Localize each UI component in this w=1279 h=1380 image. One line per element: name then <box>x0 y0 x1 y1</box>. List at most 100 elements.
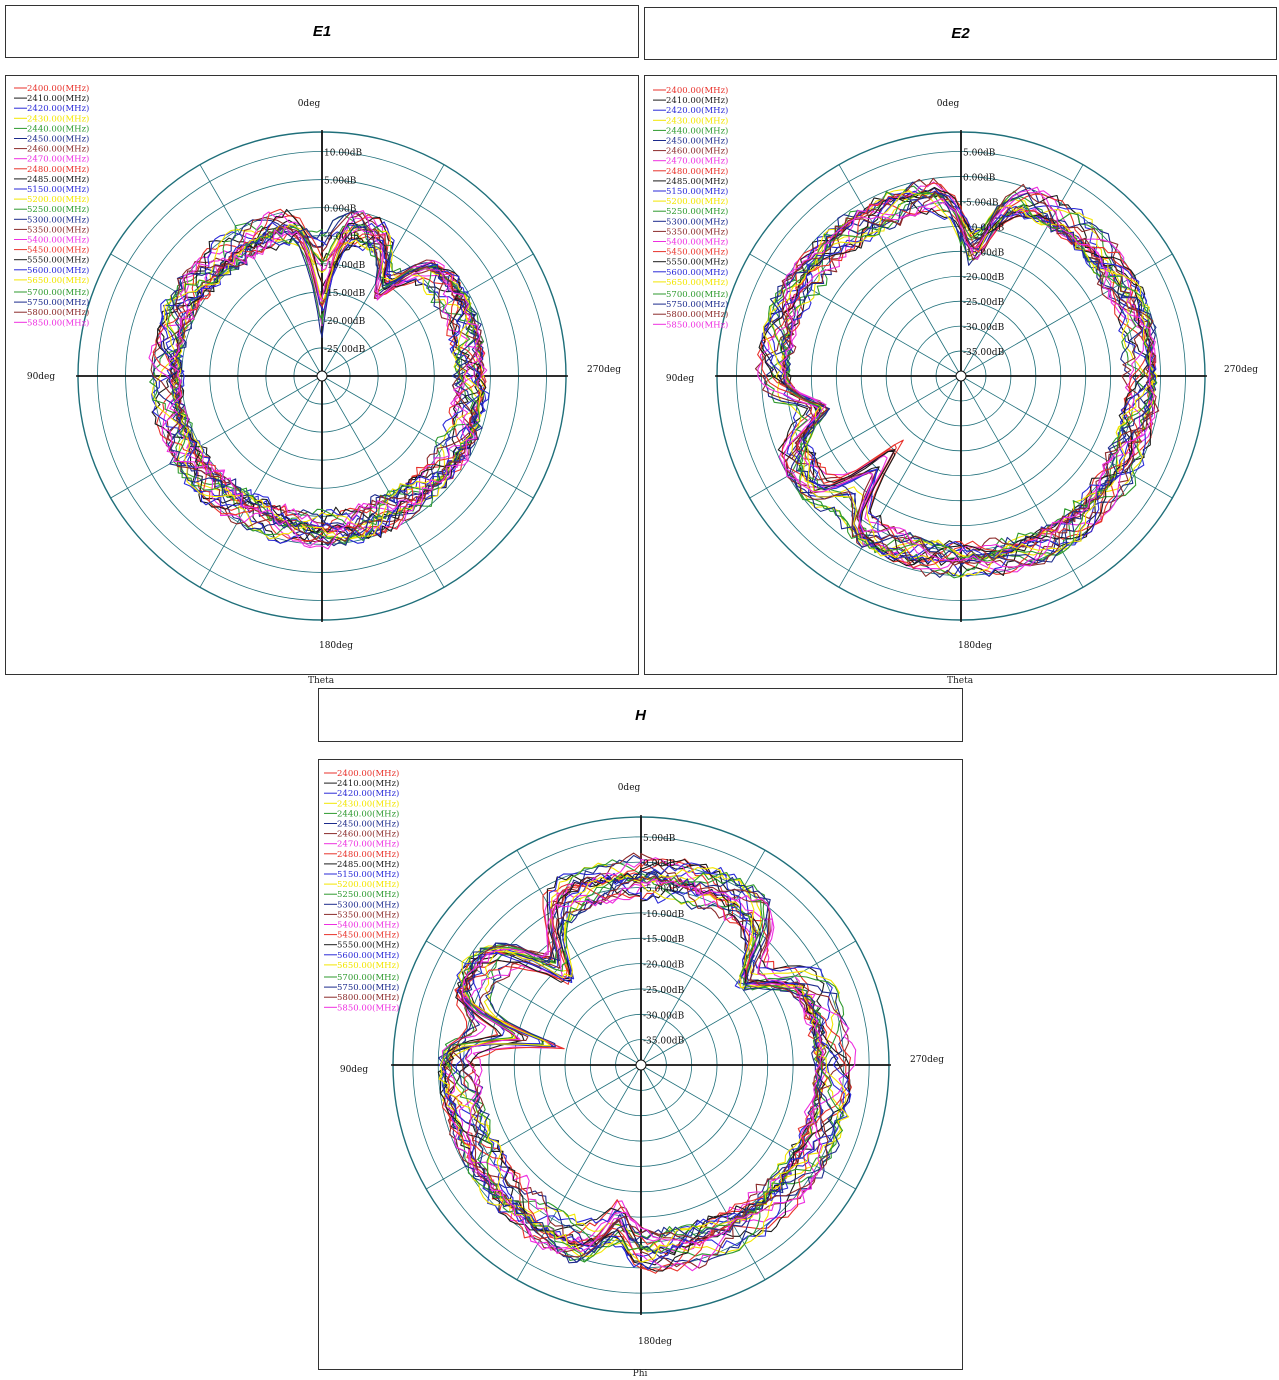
e1-title-box: E1 <box>5 5 639 58</box>
e1-angle-label-90deg: 90deg <box>27 372 56 382</box>
e2-legend-entry: 5250.00(MHz) <box>666 206 728 217</box>
e1-ring-label: 0.00dB <box>324 205 357 215</box>
h-ring-label: -15.00dB <box>643 935 685 945</box>
e1-trace-5750.00(MHz) <box>168 211 483 547</box>
h-legend-entry: 5250.00(MHz) <box>337 889 399 900</box>
h-trace-5400.00(MHz) <box>441 857 857 1272</box>
e1-legend-entry: 2440.00(MHz) <box>27 123 89 134</box>
e2-ring-label: -10.00dB <box>963 223 1005 233</box>
e1-legend-entry: 5300.00(MHz) <box>27 214 89 225</box>
h-ring-label: -5.00dB <box>643 885 679 895</box>
e2-spoke <box>749 253 962 377</box>
h-angle-label-270deg: 270deg <box>910 1055 944 1065</box>
e1-trace-5700.00(MHz) <box>166 225 481 543</box>
e1-angle-label-270deg: 270deg <box>587 365 621 375</box>
e1-trace-5600.00(MHz) <box>160 221 490 540</box>
e2-polar-chart: 5.00dB 0.00dB -5.00dB -10.00dB -15.00dB -20.0… <box>653 85 1258 651</box>
h-trace-5350.00(MHz) <box>442 852 849 1269</box>
e2-axis-title: Theta <box>946 676 974 686</box>
e1-legend-entry: 5200.00(MHz) <box>27 194 89 205</box>
e2-legend-entry: 5800.00(MHz) <box>666 309 728 320</box>
e1-trace-5850.00(MHz) <box>161 210 483 550</box>
h-spoke <box>426 1064 642 1190</box>
e2-trace-5800.00(MHz) <box>778 183 1157 567</box>
e1-ring-label: -25.00dB <box>324 345 366 355</box>
e2-trace-5850.00(MHz) <box>779 186 1156 568</box>
h-spoke <box>516 850 642 1066</box>
h-legend-entry: 5300.00(MHz) <box>337 899 399 910</box>
h-spoke <box>640 940 856 1066</box>
e1-legend-entry: 5750.00(MHz) <box>27 297 89 308</box>
e2-trace-2485.00(MHz) <box>777 194 1157 577</box>
h-legend-entry: 2420.00(MHz) <box>337 788 399 799</box>
e2-legend-entry: 5650.00(MHz) <box>666 277 728 288</box>
e1-legend-entry: 5400.00(MHz) <box>27 235 89 246</box>
e1-ring-label: -20.00dB <box>324 317 366 327</box>
h-title-box: H <box>318 688 963 742</box>
e1-legend-entry: 2480.00(MHz) <box>27 164 89 175</box>
e2-plot: 5.00dB 0.00dB -5.00dB -10.00dB -15.00dB -20.0… <box>644 75 1277 675</box>
e2-ring-label: 0.00dB <box>963 173 996 183</box>
h-legend-entry: 5850.00(MHz) <box>337 1002 399 1013</box>
e2-legend-entry: 2450.00(MHz) <box>666 136 728 147</box>
h-ring-label: 5.00dB <box>643 834 676 844</box>
e2-trace-5650.00(MHz) <box>762 190 1154 562</box>
e1-legend-entry: 2485.00(MHz) <box>27 174 89 185</box>
h-legend-entry: 2470.00(MHz) <box>337 839 399 850</box>
h-trace-5300.00(MHz) <box>438 854 849 1263</box>
e2-spoke <box>960 375 1173 499</box>
e1-legend-entry: 5450.00(MHz) <box>27 245 89 256</box>
e2-ring-label: -25.00dB <box>963 298 1005 308</box>
h-ring-label: -30.00dB <box>643 1011 685 1021</box>
h-legend-entry: 5750.00(MHz) <box>337 982 399 993</box>
e1-legend-entry: 5700.00(MHz) <box>27 287 89 298</box>
e1-legend-entry: 5250.00(MHz) <box>27 204 89 215</box>
e2-legend-entry: 2485.00(MHz) <box>666 176 728 187</box>
e2-legend-entry: 5700.00(MHz) <box>666 289 728 300</box>
e1-trace-5300.00(MHz) <box>151 219 484 531</box>
e1-plot: 10.00dB 5.00dB 0.00dB -5.00dB -10.00dB -15.00… <box>5 75 639 675</box>
e2-legend-entry: 5350.00(MHz) <box>666 226 728 237</box>
e1-trace-5350.00(MHz) <box>150 217 485 529</box>
e2-legend-entry: 2460.00(MHz) <box>666 146 728 157</box>
e1-spoke <box>199 164 323 377</box>
e2-legend-entry: 5150.00(MHz) <box>666 186 728 197</box>
e1-spoke <box>321 375 445 588</box>
e2-trace-5350.00(MHz) <box>754 177 1149 577</box>
e1-legend-entry: 2430.00(MHz) <box>27 113 89 124</box>
e2-legend-entry: 5400.00(MHz) <box>666 237 728 248</box>
e1-ring-label: -10.00dB <box>324 261 366 271</box>
e1-legend-entry: 5600.00(MHz) <box>27 265 89 276</box>
e1-center <box>316 370 328 382</box>
e2-legend-entry: 5200.00(MHz) <box>666 196 728 207</box>
h-legend-entry: 2485.00(MHz) <box>337 859 399 870</box>
h-legend-entry: 2410.00(MHz) <box>337 778 399 789</box>
e2-legend-entry: 5450.00(MHz) <box>666 247 728 258</box>
e1-angle-label-0deg: 0deg <box>298 99 321 109</box>
h-legend-entry: 5800.00(MHz) <box>337 992 399 1003</box>
e2-legend-entry: 5850.00(MHz) <box>666 319 728 330</box>
e1-spoke <box>321 375 534 499</box>
h-trace-5850.00(MHz) <box>461 878 825 1254</box>
e1-title: E1 <box>312 23 332 40</box>
e1-legend-entry: 5350.00(MHz) <box>27 224 89 235</box>
e2-legend-entry: 2430.00(MHz) <box>666 115 728 126</box>
e2-legend-entry: 2400.00(MHz) <box>666 85 728 96</box>
h-legend-entry: 2480.00(MHz) <box>337 849 399 860</box>
e1-legend-entry: 2410.00(MHz) <box>27 93 89 104</box>
e2-ring-label: 5.00dB <box>963 149 996 159</box>
e2-title: E2 <box>951 25 970 42</box>
h-ring-label: -35.00dB <box>643 1037 685 1047</box>
e2-ring-label: -35.00dB <box>963 348 1005 358</box>
e1-ring-label: 10.00dB <box>324 149 363 159</box>
h-trace-5800.00(MHz) <box>452 875 829 1258</box>
e2-center <box>955 370 967 382</box>
e2-trace-5700.00(MHz) <box>768 192 1158 561</box>
e1-axis-title: Theta <box>307 676 335 686</box>
h-plot: 5.00dB 0.00dB -5.00dB -10.00dB -15.00dB -20.0… <box>318 759 963 1370</box>
e2-spoke <box>960 253 1173 377</box>
h-ring-label: -25.00dB <box>643 986 685 996</box>
h-trace-5750.00(MHz) <box>445 870 840 1263</box>
h-legend-entry: 5550.00(MHz) <box>337 940 399 951</box>
e2-angle-label-0deg: 0deg <box>937 99 960 109</box>
